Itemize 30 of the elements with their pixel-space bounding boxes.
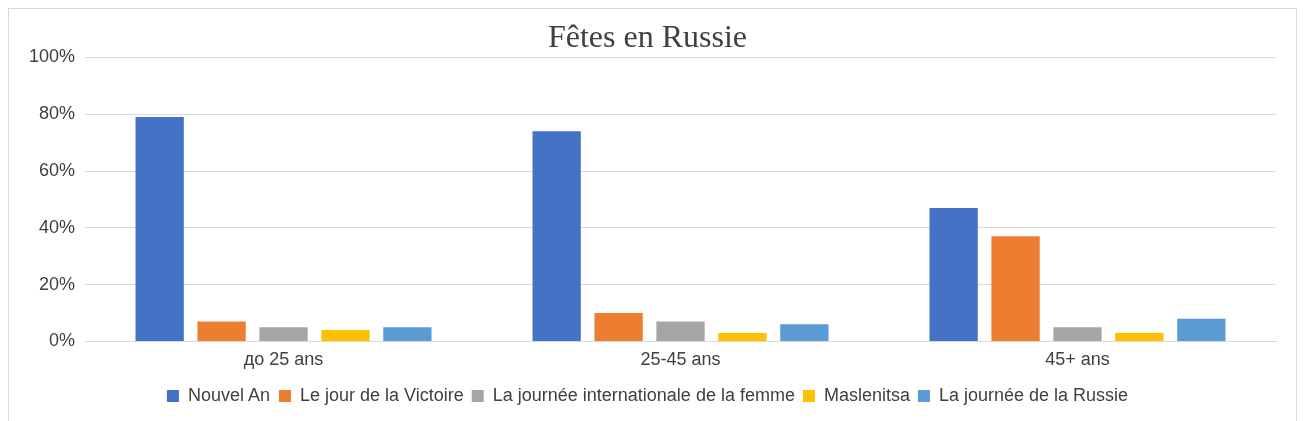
x-tick-label: 45+ ans: [1045, 349, 1110, 370]
bar: [718, 332, 767, 341]
bar: [780, 324, 829, 341]
bar: [594, 313, 643, 341]
bar: [1053, 327, 1102, 341]
y-tick-label: 0%: [49, 330, 76, 351]
bar: [656, 321, 705, 341]
bar: [135, 117, 184, 341]
y-tick-label: 60%: [39, 159, 76, 180]
bar: [383, 327, 432, 341]
chart-title: Fêtes en Russie: [547, 17, 748, 54]
y-tick-label: 40%: [39, 216, 76, 237]
bar: [197, 321, 246, 341]
legend-label: Le jour de la Victoire: [299, 384, 464, 405]
bar: [259, 327, 308, 341]
legend-label: Nouvel An: [187, 384, 270, 405]
y-tick-label: 100%: [28, 46, 76, 67]
legend-label: Maslenitsa: [823, 384, 911, 405]
legend-label: La journée internationale de la femme: [492, 384, 795, 405]
x-tick-label: до 25 ans: [243, 349, 324, 370]
legend-label: La journée de la Russie: [938, 384, 1129, 405]
y-tick-label: 20%: [39, 273, 76, 294]
bar: [1177, 318, 1226, 341]
bar: [929, 207, 978, 341]
x-tick-label: 25-45 ans: [640, 349, 721, 370]
bar: [1115, 332, 1164, 341]
bar: [321, 330, 370, 341]
bar: [991, 236, 1040, 341]
y-tick-label: 80%: [39, 103, 76, 124]
bar: [532, 131, 581, 341]
